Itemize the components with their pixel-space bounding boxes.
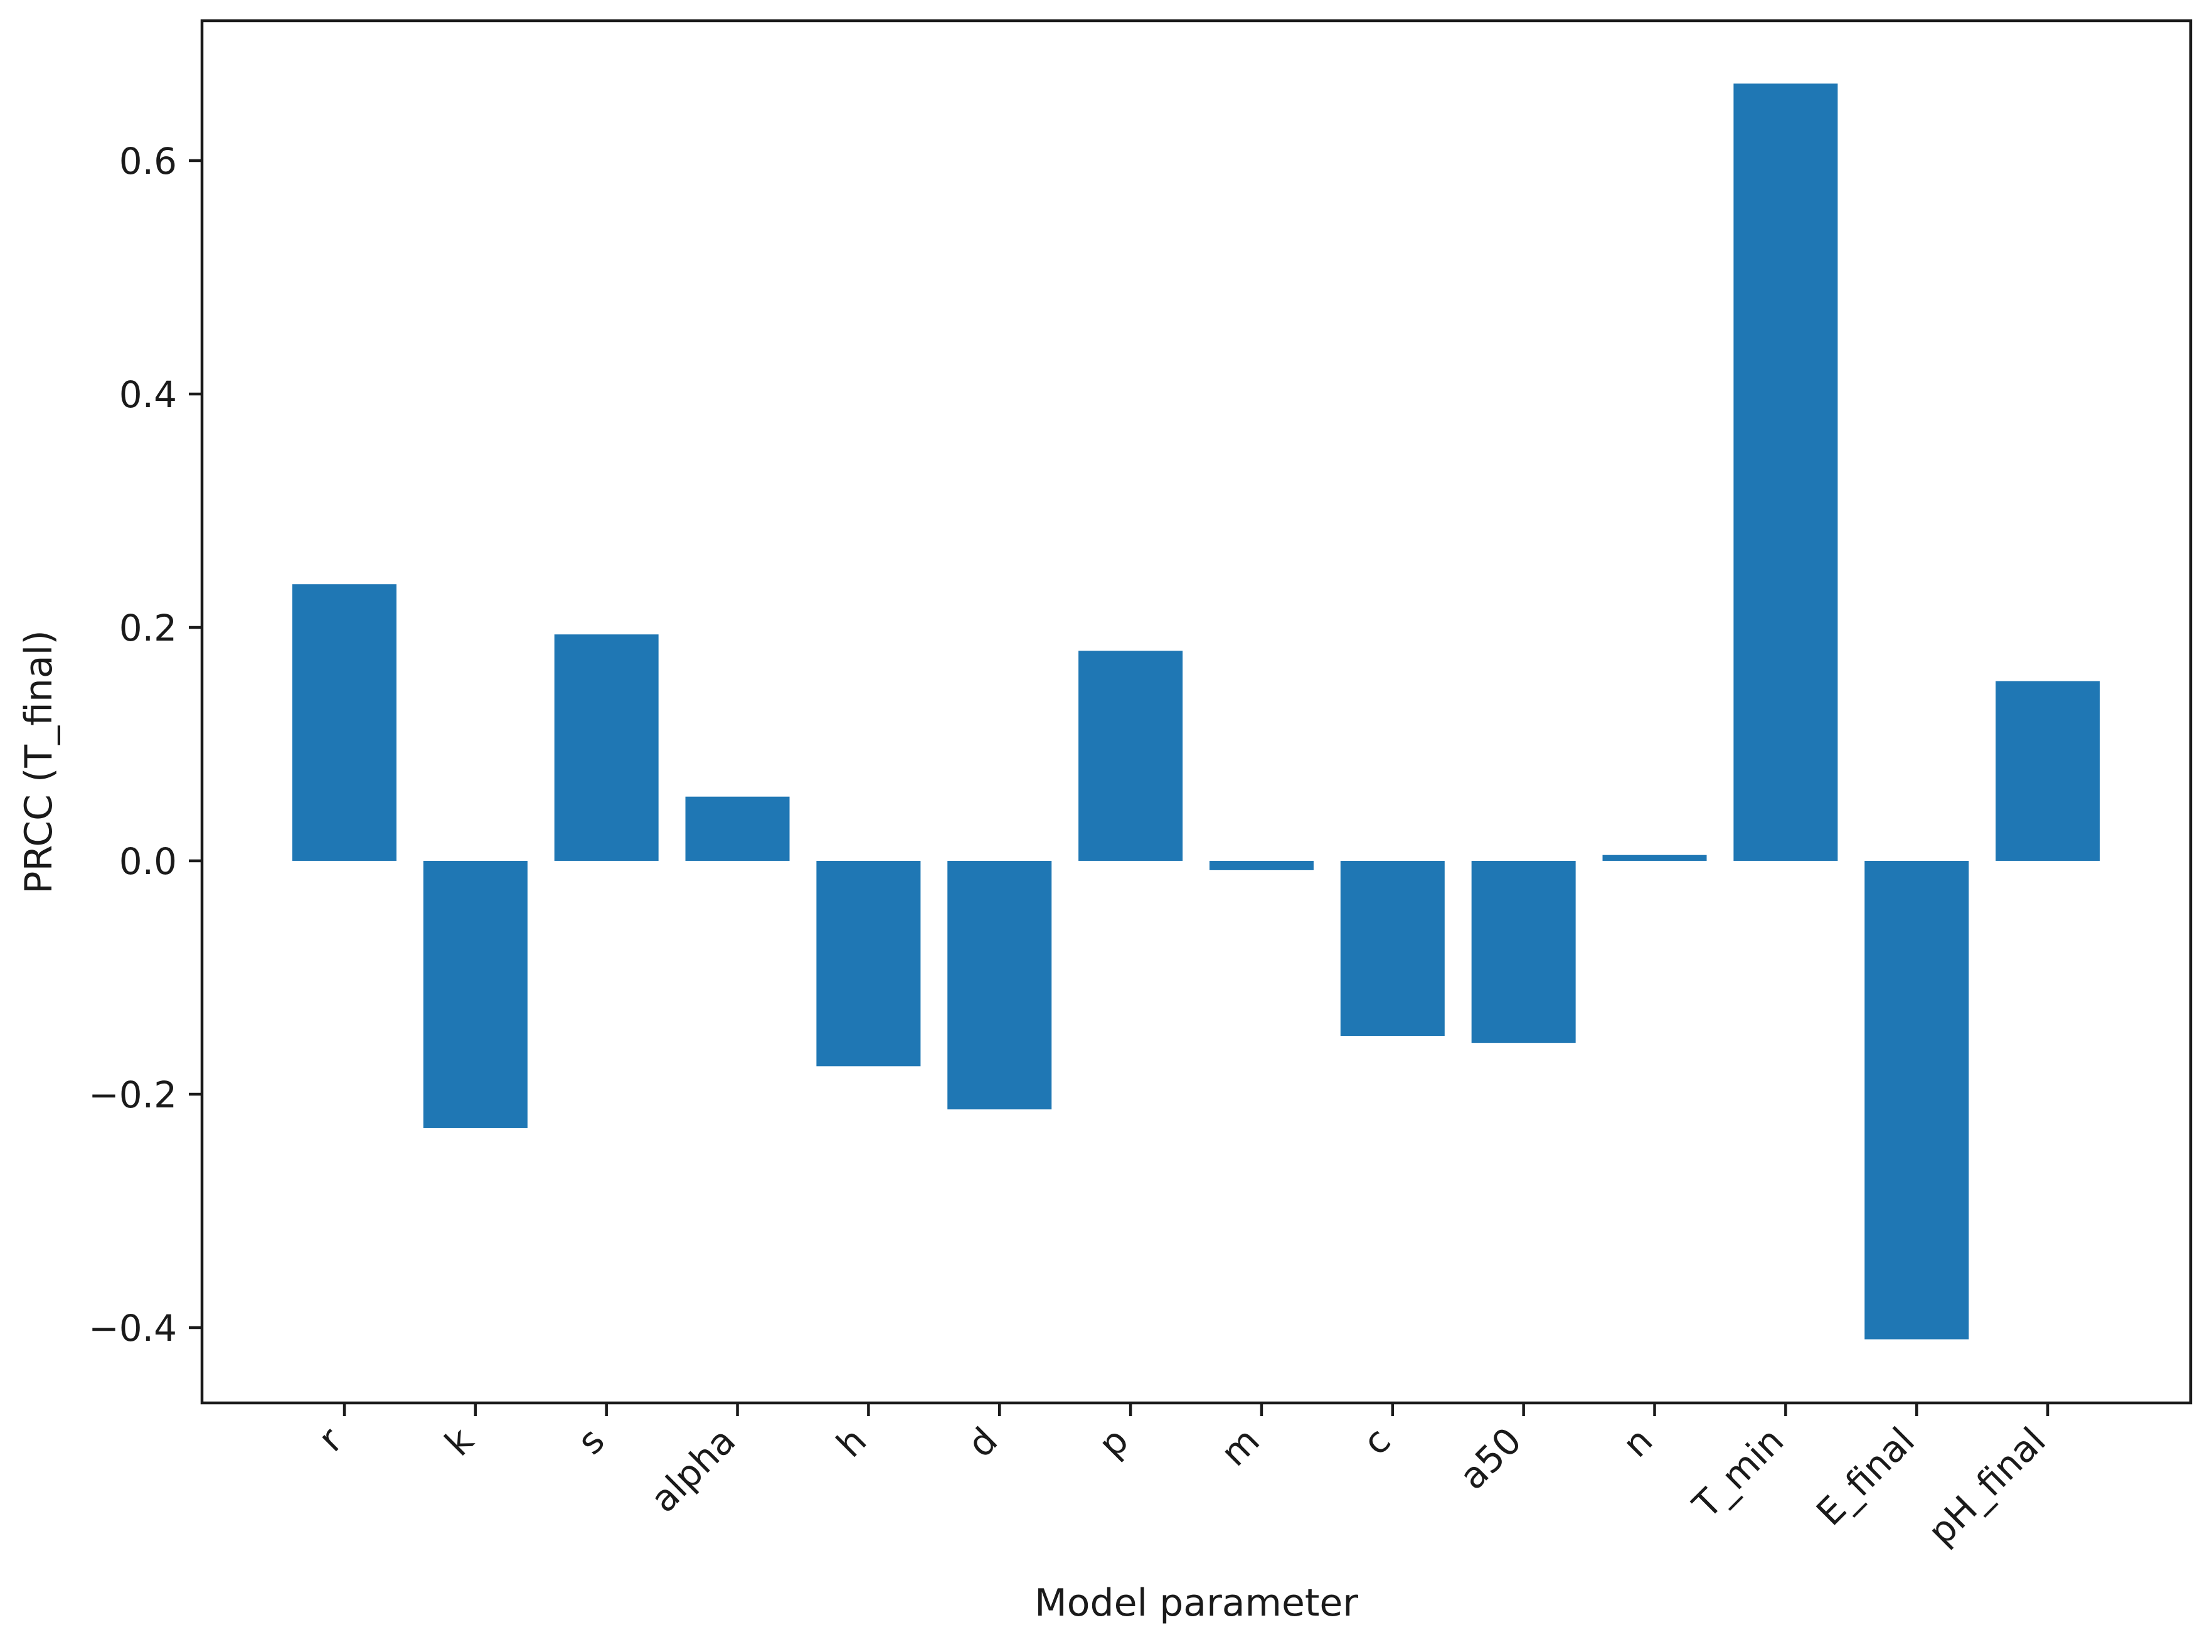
bar-d [947,861,1052,1110]
bar-r [292,584,396,861]
bar-alpha [685,796,790,861]
bar-T_min [1733,83,1838,861]
x-axis-label: Model parameter [1034,1581,1358,1625]
bar-n [1602,855,1707,861]
bar-p [1078,651,1183,861]
y-tick-label: 0.2 [119,607,177,649]
bar-c [1340,861,1445,1036]
bar-s [554,634,659,861]
bar-E_final [1864,861,1969,1340]
y-axis-ticks: −0.4 −0.2 0.0 0.2 0.4 0.6 [88,140,202,1350]
bar-group [292,83,2100,1340]
plot-frame [200,19,2193,1405]
bar-h [816,861,921,1067]
y-tick-label: 0.0 [119,840,177,883]
y-tick-label: 0.6 [119,140,177,183]
y-tick-label: 0.4 [119,373,177,416]
y-tick-label: −0.2 [88,1074,177,1116]
bar-m [1209,861,1314,870]
bar-pH_final [1996,681,2100,861]
bar-k [423,861,528,1128]
bar-a50 [1471,861,1576,1043]
y-tick-label: −0.4 [88,1307,177,1350]
y-axis-label: PRCC (T_final) [17,630,61,893]
